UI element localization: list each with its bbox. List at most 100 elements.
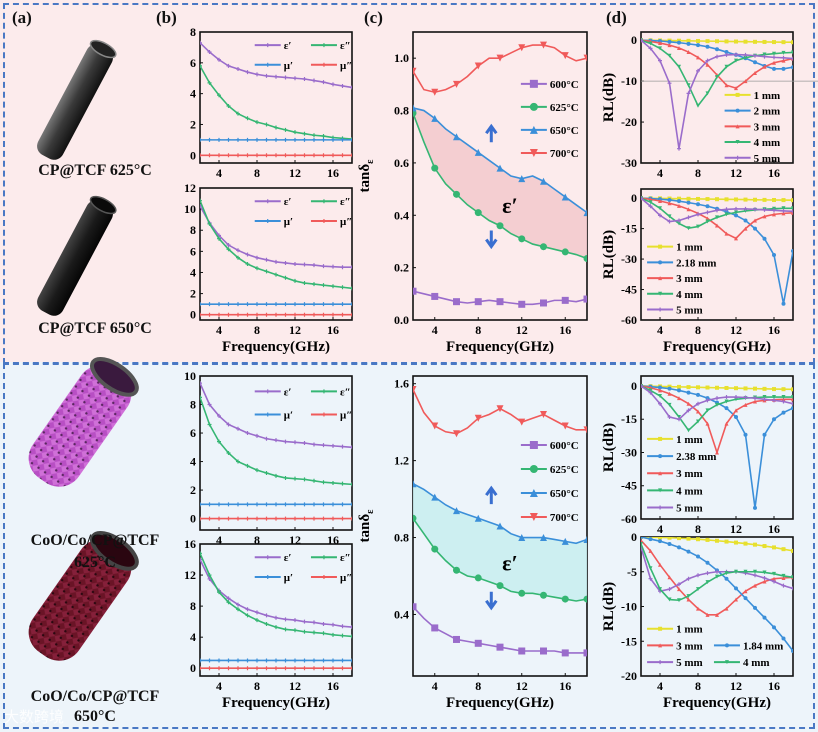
coo-co-cp-tcf-625-tube-image bbox=[28, 356, 139, 487]
series-625°C bbox=[413, 109, 587, 262]
x-tick-label: 8 bbox=[254, 679, 260, 693]
y-tick-label: 12 bbox=[184, 568, 196, 582]
y-tick-label: 0 bbox=[631, 530, 637, 544]
watermark: 大数跨境 bbox=[4, 708, 65, 726]
legend-label: 5 mm bbox=[754, 153, 781, 165]
legend-label: μ′ bbox=[284, 410, 293, 422]
y-axis-label-subscript: ε bbox=[365, 509, 376, 514]
legend-item: 5 mm bbox=[724, 153, 781, 165]
legend-label: 5 mm bbox=[676, 305, 703, 317]
sample-label-coo-650-line1: CoO/Co/CP@TCF bbox=[30, 688, 160, 705]
down-arrow-icon bbox=[485, 591, 498, 611]
sample-label-coo-625-line1: CoO/Co/CP@TCF bbox=[30, 532, 160, 549]
x-tick-label: 12 bbox=[289, 166, 301, 180]
legend-item: 4 mm bbox=[724, 137, 780, 149]
series-650°C bbox=[413, 480, 587, 545]
legend-label: 700°C bbox=[550, 148, 579, 160]
legend-item: 2.18 mm bbox=[647, 257, 716, 269]
legend-label: μ″ bbox=[340, 216, 352, 228]
plot-frame bbox=[199, 31, 353, 164]
x-tick-label: 8 bbox=[695, 522, 701, 536]
x-tick-label: 16 bbox=[327, 323, 339, 337]
legend-label: ε′ bbox=[284, 552, 292, 564]
series-line bbox=[641, 385, 793, 456]
x-tick-label: 16 bbox=[768, 166, 780, 180]
x-tick-label: 16 bbox=[327, 533, 339, 547]
series-5-mm bbox=[641, 38, 793, 151]
x-tick-label: 12 bbox=[516, 679, 528, 693]
legend-item: 3 mm bbox=[647, 468, 703, 480]
y-tick-label: 0 bbox=[190, 661, 196, 675]
y-tick-label: 0 bbox=[190, 308, 196, 322]
legend-label: 625°C bbox=[550, 102, 579, 114]
y-tick-label: -15 bbox=[621, 222, 637, 236]
plot-frame bbox=[412, 31, 588, 321]
series-5-mm bbox=[641, 545, 793, 594]
y-tick-label: 0.4 bbox=[394, 607, 409, 621]
y-tick-label: 8 bbox=[190, 25, 196, 39]
legend-label: 2.38 mm bbox=[676, 451, 716, 463]
x-axis-label: Frequency(GHz) bbox=[222, 339, 330, 355]
legend-item: 625°C bbox=[520, 102, 579, 114]
chart-b3: 4 8 12 16 0 2 4 6 8 10 ε′ ε″ μ′ μ″ bbox=[184, 369, 353, 547]
sample-label-cp-tcf-625: CP@TCF 625°C bbox=[38, 162, 152, 179]
legend-label: ε″ bbox=[340, 552, 351, 564]
series-1.84-mm bbox=[641, 537, 793, 653]
legend-label: ε″ bbox=[340, 196, 351, 208]
x-tick-label: 8 bbox=[475, 679, 481, 693]
y-tick-label: 0.6 bbox=[394, 156, 409, 170]
x-tick-label: 4 bbox=[432, 679, 438, 693]
legend-item: μ″ bbox=[310, 216, 352, 228]
x-tick-label: 12 bbox=[730, 323, 742, 337]
legend-item: 4 mm bbox=[647, 485, 703, 497]
legend-label: 5 mm bbox=[676, 657, 703, 669]
legend-label: 650°C bbox=[550, 488, 579, 500]
y-tick-label: -30 bbox=[621, 445, 637, 459]
legend-item: ε″ bbox=[310, 40, 351, 52]
up-arrow-icon bbox=[485, 123, 498, 143]
x-tick-label: 4 bbox=[432, 323, 438, 337]
chart-c2: 4 8 12 16 0.4 0.8 1.2 1.6 Frequency(GHz) tanδε ε′ 6… bbox=[357, 375, 588, 711]
legend-label: 5 mm bbox=[676, 503, 703, 515]
y-tick-label: 0 bbox=[631, 379, 637, 393]
series-600°C bbox=[413, 603, 587, 657]
legend-item: 5 mm bbox=[647, 503, 703, 515]
y-tick-label: 4 bbox=[190, 455, 196, 469]
series-5-mm bbox=[641, 196, 793, 224]
legend-item: 5 mm bbox=[647, 657, 703, 669]
x-tick-label: 8 bbox=[695, 679, 701, 693]
legend-item: ε″ bbox=[310, 386, 351, 398]
x-tick-label: 12 bbox=[289, 533, 301, 547]
chart-b1: 4 8 12 16 0 2 4 6 8 ε′ ε″ μ′ μ″ bbox=[190, 25, 353, 180]
legend-item: μ″ bbox=[310, 410, 352, 422]
series-ε″ bbox=[200, 395, 352, 487]
series-μ″ bbox=[200, 516, 352, 521]
series-ε′ bbox=[200, 203, 352, 270]
y-tick-label: 4 bbox=[190, 87, 196, 101]
y-tick-label: 0.8 bbox=[394, 531, 409, 545]
series-μ′ bbox=[200, 137, 352, 142]
x-tick-label: 8 bbox=[254, 533, 260, 547]
x-tick-label: 8 bbox=[695, 166, 701, 180]
coo-co-cp-tcf-650-tube-image bbox=[28, 530, 139, 661]
plot-frame bbox=[640, 375, 794, 520]
legend-label: ε′ bbox=[284, 386, 292, 398]
legend-item: μ″ bbox=[310, 60, 352, 72]
legend-label: μ′ bbox=[284, 60, 293, 72]
series-μ″ bbox=[200, 312, 352, 317]
series-2.18-mm bbox=[641, 196, 793, 306]
y-tick-label: 4 bbox=[190, 630, 196, 644]
x-axis-label: Frequency(GHz) bbox=[222, 695, 330, 711]
panel-label-d: (d) bbox=[606, 8, 627, 27]
series-1-mm bbox=[641, 537, 793, 553]
legend-item: ε′ bbox=[254, 552, 292, 564]
legend-label: 625°C bbox=[550, 464, 579, 476]
y-axis-label: RL(dB) bbox=[601, 230, 617, 279]
series-700°C bbox=[413, 385, 587, 438]
legend-item: μ′ bbox=[254, 572, 293, 584]
up-arrow-icon bbox=[485, 485, 498, 505]
y-tick-label: 0.8 bbox=[394, 104, 409, 118]
cp-tcf-625-tube-image bbox=[37, 39, 117, 160]
legend-item: 1 mm bbox=[724, 90, 780, 102]
sample-label-cp-tcf-650: CP@TCF 650°C bbox=[38, 320, 152, 337]
